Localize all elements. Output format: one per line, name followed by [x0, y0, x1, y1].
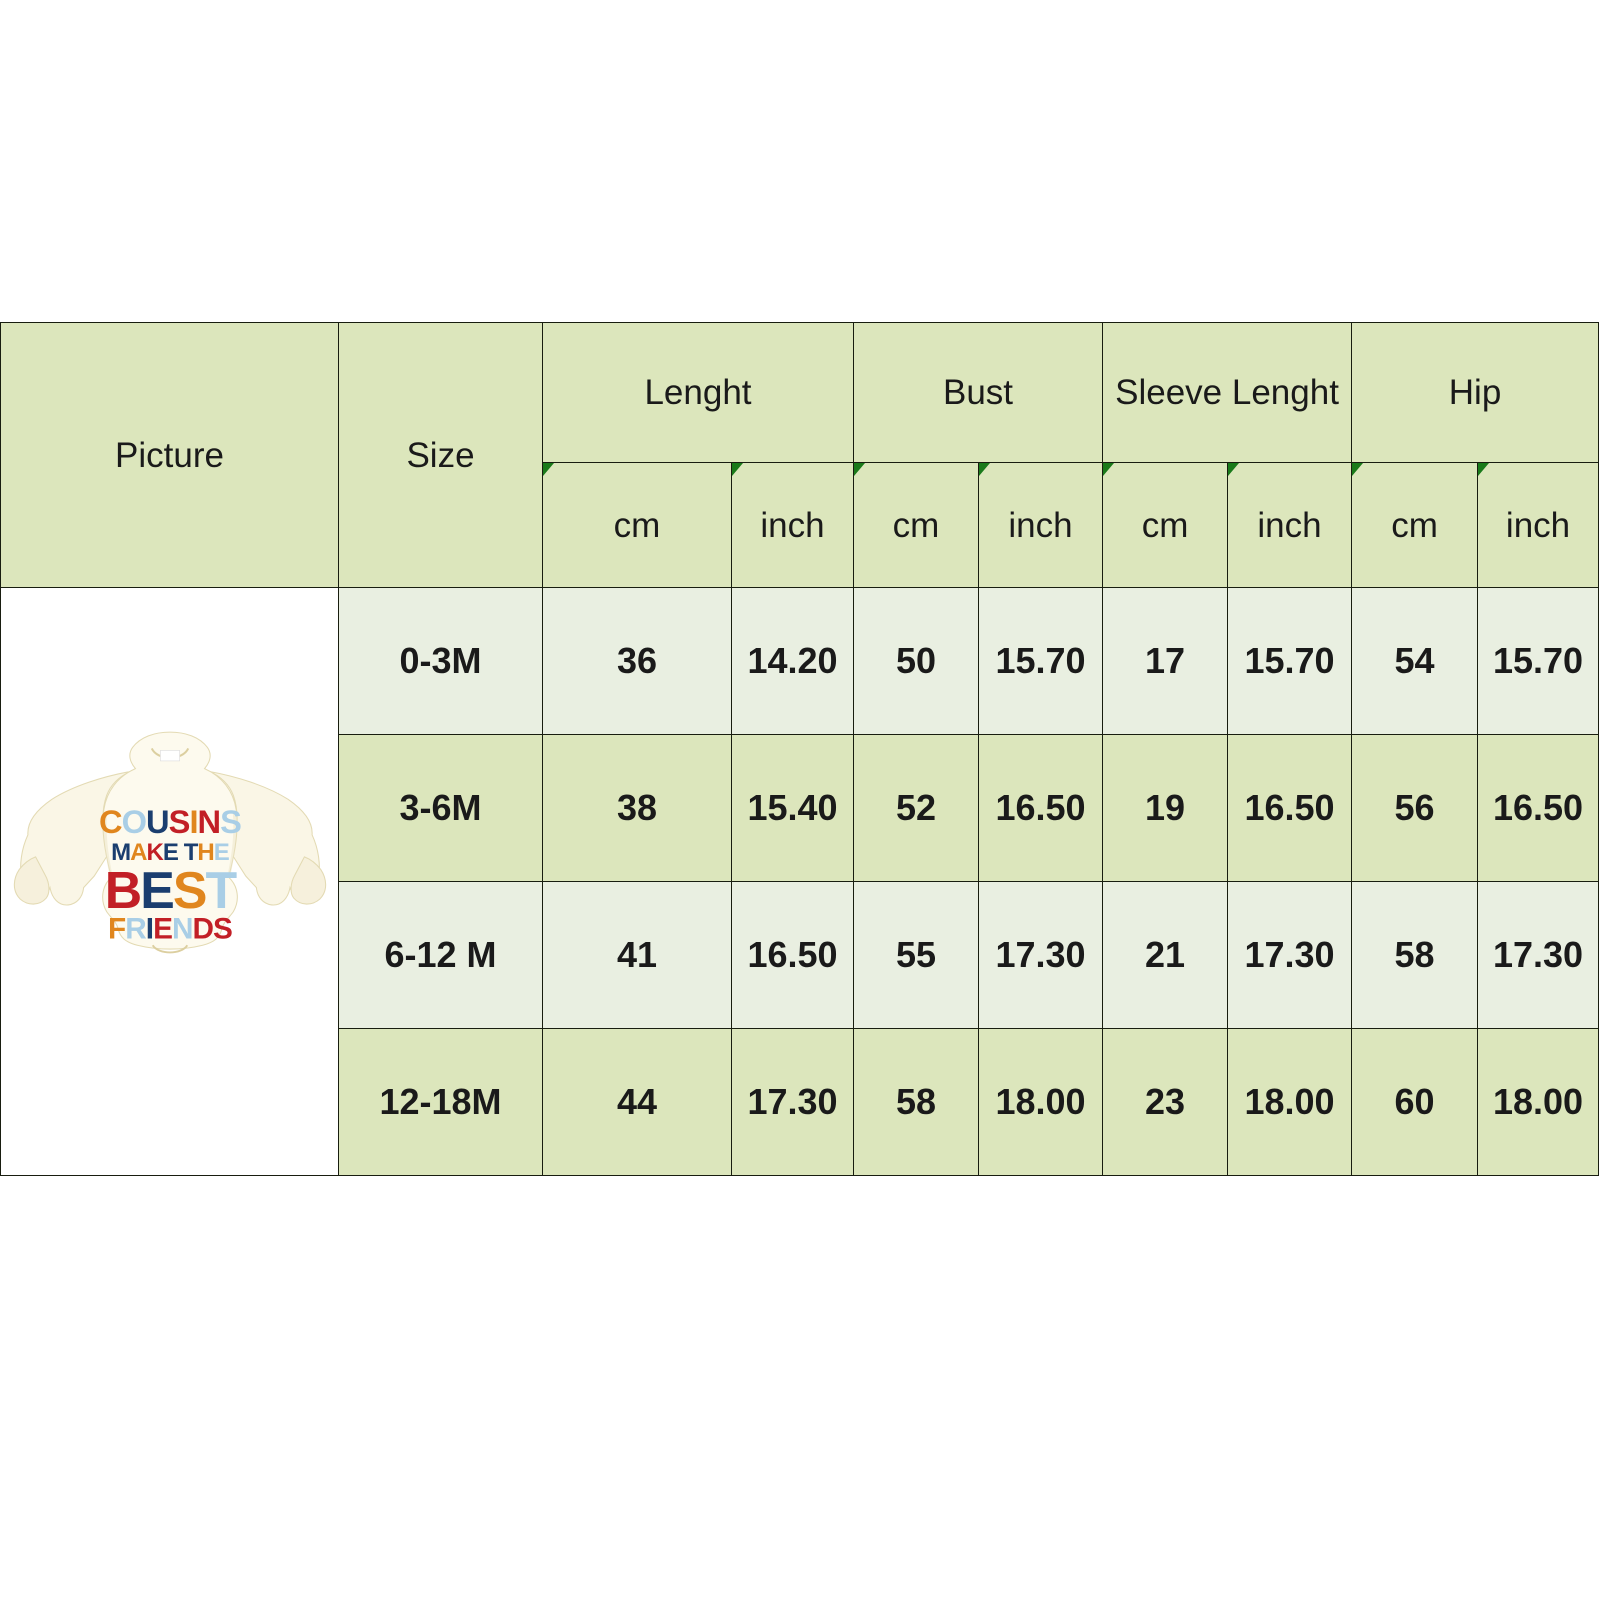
svg-text:FRIENDS: FRIENDS	[108, 912, 232, 945]
svg-text:COUSINS: COUSINS	[99, 802, 241, 839]
svg-text:BEST: BEST	[105, 860, 238, 918]
